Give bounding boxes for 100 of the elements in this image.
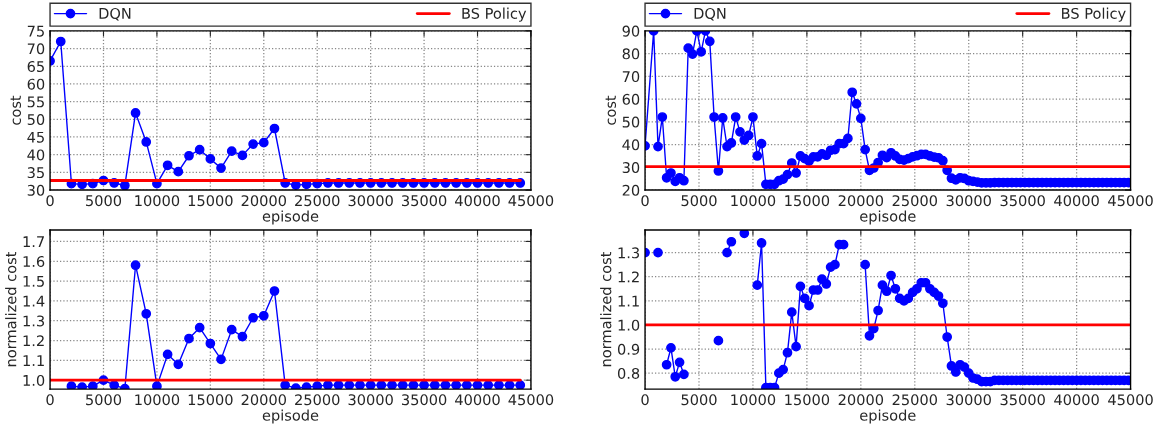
- point: [194, 322, 205, 333]
- y-tick-label: 60: [27, 78, 45, 90]
- x-tick-label: 25000: [892, 394, 938, 406]
- y-tick-label: 75: [27, 25, 44, 37]
- point: [237, 331, 248, 342]
- x-tick-label: 15000: [785, 195, 830, 207]
- point: [205, 154, 216, 164]
- point: [226, 146, 237, 157]
- point: [141, 308, 152, 319]
- point: [173, 359, 184, 370]
- x-tick-label: 35000: [402, 195, 447, 207]
- y-tick-label: 90: [622, 25, 640, 37]
- point: [258, 137, 269, 148]
- x-tick-label: 35000: [1000, 195, 1045, 207]
- x-axis-title: episode: [262, 210, 319, 225]
- y-tick-label: 55: [27, 96, 44, 108]
- y-tick-label: 50: [27, 114, 45, 126]
- y-tick-label: 1.5: [23, 275, 44, 287]
- y-tick-label: 60: [622, 93, 640, 105]
- point: [184, 150, 194, 161]
- point: [141, 137, 152, 147]
- x-tick-label: 25000: [295, 195, 340, 207]
- y-tick-label: 1.4: [23, 295, 45, 307]
- y-tick-label: 40: [27, 149, 45, 161]
- y-tick-label: 1.2: [23, 335, 44, 347]
- y-axis-title: normalized cost: [5, 251, 17, 367]
- x-tick-label: 45000: [1108, 195, 1153, 207]
- point: [194, 144, 205, 155]
- point: [152, 381, 162, 390]
- x-tick-label: 25000: [892, 195, 938, 207]
- y-tick-label: 65: [27, 60, 44, 72]
- x-tick-label: 35000: [1000, 394, 1045, 406]
- y-tick-label: 1.1: [23, 355, 44, 366]
- y-tick-label: 40: [622, 139, 640, 151]
- x-tick-label: 40000: [455, 195, 500, 207]
- x-tick-label: 10000: [731, 195, 776, 207]
- x-tick-label: 40000: [455, 394, 500, 406]
- point: [248, 312, 258, 323]
- point: [162, 160, 173, 171]
- y-tick-label: 35: [27, 167, 44, 179]
- x-tick-label: 5000: [86, 195, 122, 207]
- x-tick-label: 45000: [508, 394, 554, 406]
- x-axis-title: episode: [860, 210, 916, 225]
- y-tick-label: 0.9: [617, 343, 640, 355]
- y-tick-label: 1.0: [23, 374, 45, 386]
- y-tick-label: 70: [27, 43, 45, 55]
- x-tick-label: 10000: [135, 394, 180, 406]
- x-tick-label: 30000: [348, 195, 393, 207]
- x-tick-label: 20000: [241, 394, 287, 406]
- x-tick-label: 5000: [86, 394, 122, 406]
- x-tick-label: 45000: [1108, 394, 1153, 406]
- y-axis-title: normalized cost: [600, 251, 612, 367]
- y-tick-label: 1.2: [618, 271, 639, 283]
- point: [55, 36, 66, 47]
- point: [248, 139, 258, 149]
- x-tick-label: 25000: [295, 394, 340, 406]
- y-axis-title: cost: [605, 95, 617, 125]
- x-tick-label: 15000: [188, 394, 233, 406]
- y-tick-label: 70: [622, 71, 640, 83]
- y-tick-label: 30: [622, 162, 640, 174]
- x-tick-label: 15000: [188, 195, 233, 207]
- legend-label: DQN: [694, 7, 726, 21]
- x-tick-label: 35000: [402, 394, 447, 406]
- point: [237, 150, 248, 161]
- point: [130, 108, 141, 118]
- point: [269, 123, 280, 134]
- y-tick-label: 1.7: [23, 236, 44, 247]
- legend-label: BS Policy: [1062, 7, 1126, 22]
- x-axis-title: episode: [262, 409, 319, 424]
- y-axis-title: cost: [10, 95, 22, 125]
- point: [130, 260, 141, 271]
- x-tick-label: 40000: [1054, 195, 1099, 207]
- legend-label: BS Policy: [462, 7, 527, 22]
- point: [269, 286, 280, 296]
- point: [226, 324, 237, 335]
- point: [216, 163, 226, 173]
- y-tick-label: 1.0: [618, 319, 640, 331]
- y-tick-label: 50: [622, 116, 640, 128]
- y-tick-label: 1.6: [23, 255, 45, 268]
- x-tick-label: 20000: [241, 195, 287, 207]
- y-tick-label: 30: [27, 184, 45, 196]
- x-tick-label: 0: [46, 195, 54, 207]
- y-tick-label: 0.8: [617, 367, 640, 379]
- point: [258, 310, 269, 321]
- point: [162, 349, 173, 360]
- x-tick-label: 0: [641, 394, 649, 406]
- x-tick-label: 30000: [946, 394, 991, 406]
- x-tick-label: 30000: [348, 394, 393, 406]
- x-tick-label: 20000: [838, 394, 884, 406]
- x-tick-label: 0: [641, 195, 649, 207]
- x-tick-label: 20000: [838, 195, 884, 207]
- x-tick-label: 10000: [731, 394, 776, 406]
- point: [216, 354, 226, 365]
- x-axis-title: episode: [860, 409, 916, 424]
- y-tick-label: 1.3: [23, 315, 45, 327]
- y-tick-label: 20: [622, 184, 640, 196]
- x-tick-label: 0: [46, 394, 54, 406]
- y-tick-label: 45: [27, 131, 44, 143]
- x-tick-label: 5000: [681, 195, 717, 207]
- y-tick-label: 1.1: [618, 295, 639, 307]
